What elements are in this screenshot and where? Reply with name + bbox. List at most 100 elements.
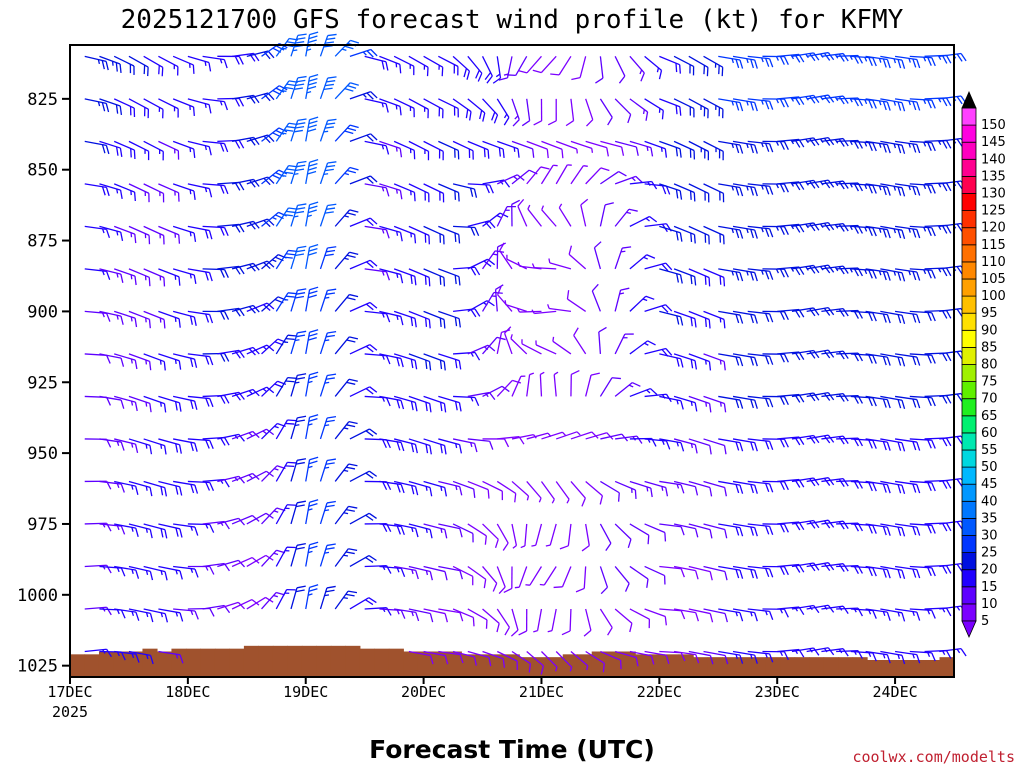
wind-barb: [555, 164, 572, 185]
wind-barb: [128, 225, 151, 245]
wind-barb: [128, 183, 150, 203]
wind-barb: [732, 480, 758, 494]
terrain-segment: [272, 645, 288, 677]
wind-barb: [305, 201, 319, 227]
colorbar-swatch-60: [961, 415, 977, 434]
wind-barb: [467, 565, 487, 589]
wind-barb: [393, 310, 417, 328]
wind-barb: [688, 98, 709, 119]
wind-barb: [423, 353, 446, 371]
wind-barb: [319, 203, 337, 227]
wind-barb: [492, 56, 502, 84]
wind-barb: [379, 268, 404, 284]
wind-barb: [614, 523, 632, 548]
wind-barb: [850, 55, 877, 67]
wind-barb: [408, 140, 430, 161]
x-tick-label: 24DEC: [872, 683, 917, 701]
wind-barb: [615, 435, 643, 444]
wind-barb: [496, 98, 510, 126]
wind-barb: [575, 566, 587, 593]
wind-barb: [172, 98, 195, 116]
wind-barb: [496, 566, 506, 595]
wind-barb: [143, 565, 168, 581]
wind-barb: [806, 94, 835, 104]
wind-barb: [718, 353, 744, 367]
wind-barb: [364, 225, 390, 239]
wind-barb: [305, 371, 319, 397]
wind-barb: [673, 310, 697, 328]
wind-barb: [673, 523, 699, 538]
wind-barb: [290, 330, 307, 355]
wind-barb: [423, 608, 448, 623]
wind-barb: [114, 395, 138, 412]
wind-barb: [496, 242, 506, 269]
wind-barb: [334, 421, 358, 440]
wind-barb: [438, 608, 464, 622]
wind-barb: [865, 438, 891, 451]
wind-barb: [747, 310, 774, 323]
wind-barb: [467, 55, 483, 82]
wind-barb: [850, 140, 877, 152]
wind-barb: [732, 353, 758, 367]
wind-barb: [688, 55, 709, 77]
wind-barb: [423, 480, 448, 497]
wind-barb: [379, 395, 405, 410]
colorbar-label: 120: [981, 221, 1006, 236]
wind-barb: [629, 254, 656, 270]
terrain-segment: [577, 654, 593, 677]
wind-barb: [494, 284, 504, 312]
wind-barb: [673, 353, 698, 370]
wind-barb: [393, 480, 419, 496]
wind-barb: [614, 98, 632, 124]
wind-barb: [452, 523, 474, 543]
colorbar-swatch-15: [961, 569, 977, 588]
colorbar-label: 140: [981, 152, 1006, 167]
terrain-segment: [635, 654, 651, 677]
wind-barb: [547, 304, 572, 313]
wind-barb: [305, 541, 319, 567]
wind-barb: [659, 438, 685, 452]
wind-barb: [143, 438, 167, 455]
credit-link[interactable]: coolwx.com/modelts: [852, 748, 1015, 766]
wind-barb: [585, 432, 614, 440]
colorbar: 5 10 15 20 25 30 35 40 45 50 55 60 65 70 75 80 85 90 95 100…: [961, 91, 1006, 638]
terrain-segment: [533, 657, 549, 677]
wind-barb: [143, 353, 166, 371]
wind-barb: [290, 373, 307, 397]
wind-barb: [364, 98, 389, 113]
wind-barb: [143, 395, 167, 413]
wind-barb: [600, 480, 620, 502]
terrain-segment: [707, 657, 723, 677]
wind-barb: [84, 310, 111, 322]
wind-barb: [865, 310, 891, 324]
colorbar-label: 110: [981, 255, 1006, 270]
wind-barb: [850, 650, 877, 662]
wind-barb: [552, 336, 572, 355]
terrain-segment: [693, 657, 709, 677]
wind-barb: [408, 310, 431, 329]
wind-barb: [531, 523, 543, 547]
wind-barb: [909, 268, 936, 279]
wind-barb: [659, 98, 682, 116]
wind-barb: [821, 137, 849, 147]
terrain-segment: [736, 657, 752, 677]
wind-barb: [629, 215, 658, 227]
terrain-segment: [316, 645, 332, 677]
wind-barb: [319, 500, 336, 525]
wind-barb: [84, 225, 111, 239]
wind-barb: [231, 472, 260, 483]
wind-barb: [583, 608, 592, 637]
wind-barb: [158, 183, 180, 202]
wind-barb: [553, 371, 559, 397]
wind-barb: [334, 82, 359, 100]
wind-barb: [438, 438, 463, 454]
wind-barb: [503, 566, 513, 593]
wind-barb: [703, 608, 728, 623]
wind-barb: [673, 98, 695, 118]
wind-barb: [305, 159, 319, 184]
plot-frame: [69, 44, 955, 678]
wind-barb: [275, 504, 297, 525]
wind-barb: [545, 523, 557, 547]
wind-barb: [497, 140, 520, 158]
wind-barb: [452, 140, 474, 160]
